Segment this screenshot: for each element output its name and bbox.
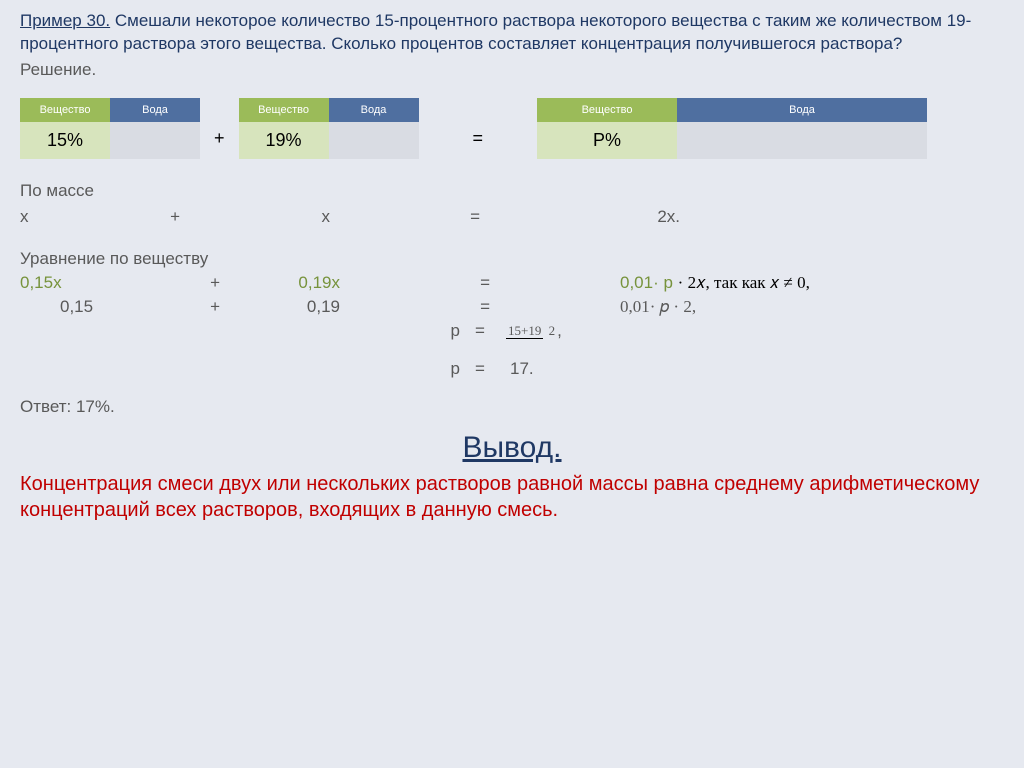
eq1-rhs-mid: · 2𝑥, (678, 273, 710, 292)
eq1-plus: + (80, 273, 220, 293)
eq1-b: 0,19x (220, 273, 340, 293)
eq1-rhs: 0,01· p · 2𝑥, так как 𝑥 ≠ 0, (490, 273, 890, 293)
eq1-tail: так как 𝑥 ≠ 0, (710, 273, 810, 292)
conclusion-title: Вывод. (20, 431, 1004, 465)
mass-x2: x (180, 207, 330, 227)
eq2-a: 0,15 (20, 297, 110, 317)
table-solution-2: Вещество Вода 19% (239, 98, 419, 159)
eq3-lhs: p (20, 321, 460, 341)
operator-equals: = (467, 128, 490, 149)
table-result: Вещество Вода P% (537, 98, 927, 159)
equation-line-1: 0,15x + 0,19x = 0,01· p · 2𝑥, так как 𝑥 … (20, 273, 1004, 293)
eq3-comma: , (557, 321, 562, 340)
eq3-eq: = (460, 321, 500, 341)
eq2-b: 0,19 (220, 297, 340, 317)
mass-equation: x + x = 2x. (20, 207, 1004, 227)
problem-statement: Пример 30. Смешали некоторое количество … (20, 10, 1004, 56)
eq3-num: 15+19 (506, 323, 543, 339)
eq1-rhs-pre: 0,01· p (620, 273, 678, 292)
eq2-rhs: 0,01· 𝑝 · 2, (490, 297, 790, 317)
table-solution-1: Вещество Вода 15% (20, 98, 200, 159)
mass-x1: x (20, 207, 30, 227)
equation-line-3: p = 15+19 2 , (20, 321, 1004, 341)
value-cell: 19% (239, 122, 329, 159)
solution-label: Решение. (20, 60, 1004, 80)
operator-plus: + (208, 128, 231, 149)
by-mass-label: По массе (20, 181, 1004, 201)
empty-cell (329, 122, 419, 159)
value-cell: P% (537, 122, 677, 159)
eq4-lhs: p (20, 359, 460, 379)
empty-cell (677, 122, 927, 159)
equation-line-4: p = 17. (20, 359, 1004, 379)
eq1-eq: = (340, 273, 490, 293)
mass-2x: 2x. (480, 207, 680, 227)
eq2-plus: + (110, 297, 220, 317)
header-water: Вода (677, 98, 927, 122)
header-substance: Вещество (537, 98, 677, 122)
mass-plus: + (30, 207, 180, 227)
problem-title: Пример 30. (20, 11, 110, 30)
empty-cell (110, 122, 200, 159)
conclusion-text: Концентрация смеси двух или нескольких р… (20, 471, 1004, 523)
eq4-eq: = (460, 359, 500, 379)
answer-line: Ответ: 17%. (20, 397, 1004, 417)
mass-eq: = (330, 207, 480, 227)
eq4-rhs: 17. (500, 359, 534, 379)
eq2-eq: = (340, 297, 490, 317)
equation-line-2: 0,15 + 0,19 = 0,01· 𝑝 · 2, (20, 297, 1004, 317)
header-substance: Вещество (239, 98, 329, 122)
eq1-a: 0,15x (20, 273, 80, 293)
equation-label: Уравнение по веществу (20, 249, 1004, 269)
eq3-frac: 15+19 2 , (500, 321, 562, 341)
solution-tables-row: Вещество Вода 15% + Вещество Вода 19% = … (20, 98, 1004, 159)
problem-body: Смешали некоторое количество 15-процентн… (20, 11, 971, 53)
header-substance: Вещество (20, 98, 110, 122)
header-water: Вода (110, 98, 200, 122)
value-cell: 15% (20, 122, 110, 159)
eq3-den: 2 (547, 323, 558, 338)
header-water: Вода (329, 98, 419, 122)
